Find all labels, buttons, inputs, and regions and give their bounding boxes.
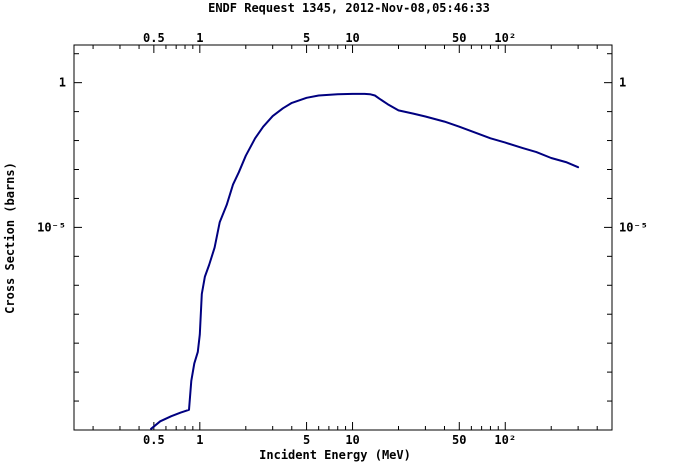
y-tick-label-right: 10⁻⁵ xyxy=(619,220,648,234)
x-tick-label-top: 10 xyxy=(345,31,359,45)
cross-section-curve xyxy=(150,92,580,430)
x-tick-label-bottom: 50 xyxy=(452,433,466,447)
x-tick-label-top: 0.5 xyxy=(143,31,165,45)
y-axis-label: Cross Section (barns) xyxy=(3,162,17,314)
x-tick-label-top: 5 xyxy=(303,31,310,45)
x-tick-label-bottom: 0.5 xyxy=(143,433,165,447)
x-tick-label-top: 50 xyxy=(452,31,466,45)
x-axis-label: Incident Energy (MeV) xyxy=(259,448,411,462)
x-tick-label-bottom: 10² xyxy=(494,433,516,447)
x-tick-label-bottom: 10 xyxy=(345,433,359,447)
y-tick-label-left: 1 xyxy=(59,76,66,90)
x-tick-label-bottom: 1 xyxy=(196,433,203,447)
axis-ticks xyxy=(74,45,613,431)
plot-frame xyxy=(73,44,613,431)
axis-tick-labels: 0.5 0.5 1 1 5 5 10 10 50 50 10² 10² 1 1 10⁻⁵ 10⁻⁵ xyxy=(37,31,648,447)
x-tick-label-top: 10² xyxy=(494,31,516,45)
x-tick-label-top: 1 xyxy=(196,31,203,45)
y-tick-label-left: 10⁻⁵ xyxy=(37,220,66,234)
chart-title: ENDF Request 1345, 2012-Nov-08,05:46:33 xyxy=(208,1,490,15)
y-tick-label-right: 1 xyxy=(619,76,626,90)
x-tick-label-bottom: 5 xyxy=(303,433,310,447)
